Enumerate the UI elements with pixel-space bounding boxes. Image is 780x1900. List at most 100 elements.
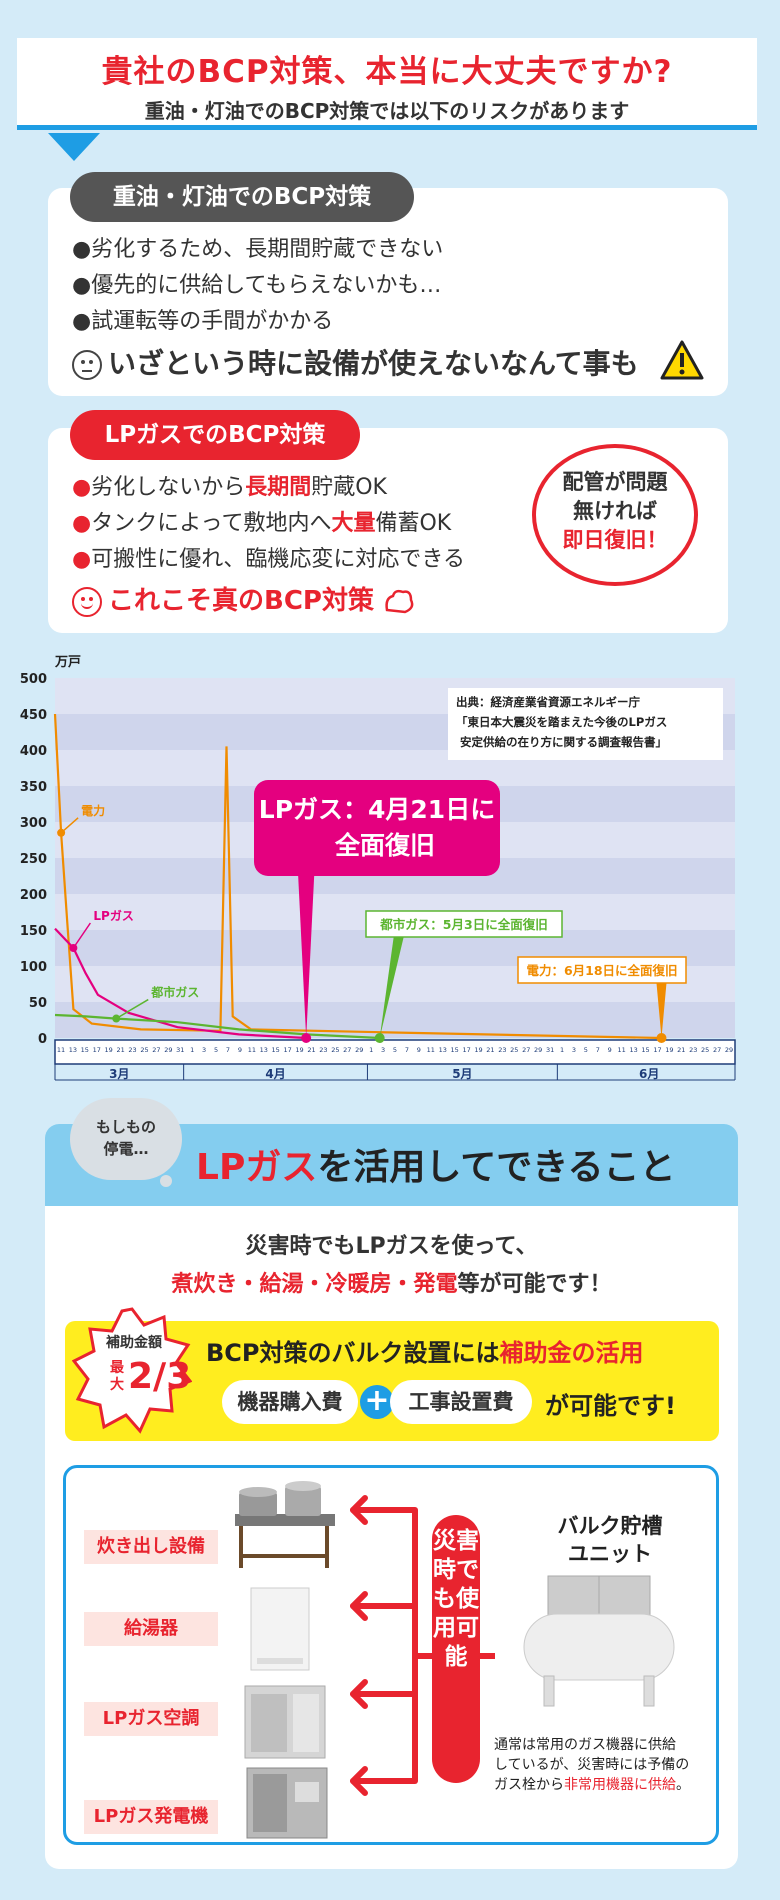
month-label: 6月 <box>639 1067 659 1081</box>
water-heater-icon <box>250 1587 310 1671</box>
x-day-tick: 7 <box>596 1046 600 1054</box>
lp-bcp-conclusion: これこそ真のBCP対策 <box>108 586 374 616</box>
x-day-tick: 25 <box>331 1046 339 1054</box>
x-day-tick: 13 <box>69 1046 77 1054</box>
x-day-tick: 1 <box>369 1046 373 1054</box>
y-tick-label: 500 <box>20 672 47 687</box>
x-day-tick: 11 <box>427 1046 435 1054</box>
y-tick-label: 350 <box>20 780 47 795</box>
equipment-illustrations <box>235 1481 335 1839</box>
lp-bcp-item: ●可搬性に優れ、臨機応変に対応できる <box>72 547 465 572</box>
x-day-tick: 17 <box>462 1046 470 1054</box>
lp-bcp-item: ●タンクによって敷地内へ大量備蓄OK <box>72 511 452 536</box>
x-day-tick: 23 <box>128 1046 136 1054</box>
x-day-tick: 21 <box>677 1046 685 1054</box>
oil-bcp-conclusion-row: いざという時に設備が使えないなんて事も <box>72 342 639 382</box>
x-day-tick: 19 <box>665 1046 673 1054</box>
callout-lp-text: 全面復旧 <box>334 831 435 860</box>
x-day-tick: 29 <box>355 1046 363 1054</box>
x-day-tick: 3 <box>572 1046 576 1054</box>
callout-citygas-box <box>365 910 563 938</box>
same-day-recovery-badge: 配管が問題 無ければ 即日復旧！ <box>532 444 698 586</box>
x-day-tick: 21 <box>307 1046 315 1054</box>
x-day-tick: 25 <box>701 1046 709 1054</box>
x-day-tick: 15 <box>451 1046 459 1054</box>
bulk-tank-note: 通常は常用のガス機器に供給 しているが、災害時には予備の ガス栓から非常用機器に… <box>494 1737 690 1793</box>
x-day-tick: 23 <box>689 1046 697 1054</box>
x-day-tick: 21 <box>486 1046 494 1054</box>
subsidy-badge-fraction: 2/3 <box>128 1356 192 1397</box>
y-tick-label: 400 <box>20 744 47 759</box>
y-tick-label: 150 <box>20 924 47 939</box>
header-pointer <box>48 133 100 161</box>
series-line-電力 <box>53 713 662 1040</box>
callout-power-text: 電力：6月18日に全面復旧 <box>526 963 677 978</box>
x-day-tick: 5 <box>393 1046 397 1054</box>
x-day-tick: 7 <box>226 1046 230 1054</box>
subsidy-tail: が可能です! <box>545 1392 676 1420</box>
x-day-tick: 21 <box>116 1046 124 1054</box>
oil-bcp-conclusion: いざという時に設備が使えないなんて事も <box>108 347 639 380</box>
y-tick-label: 300 <box>20 816 47 831</box>
month-label: 3月 <box>109 1067 129 1081</box>
cooking-equipment-icon <box>235 1481 335 1568</box>
outage-thought-bubble: もしもの 停電… <box>70 1098 182 1180</box>
x-day-tick: 15 <box>81 1046 89 1054</box>
burst-icon <box>385 589 414 613</box>
y-tick-label: 50 <box>29 996 47 1011</box>
x-day-tick: 3 <box>381 1046 385 1054</box>
cost-equipment-pill: 機器購入費 <box>222 1380 358 1424</box>
oil-bcp-heading: 重油・灯油でのBCP対策 <box>70 172 414 222</box>
oil-bcp-item: ●試運転等の手間がかかる <box>72 309 334 334</box>
y-tick-label: 250 <box>20 852 47 867</box>
source-box <box>448 688 723 760</box>
x-day-tick: 19 <box>105 1046 113 1054</box>
x-day-tick: 11 <box>618 1046 626 1054</box>
y-tick-label: 0 <box>38 1032 47 1047</box>
callout-lp-box <box>254 780 500 876</box>
series-line-LPガス <box>54 927 307 1040</box>
page-subtitle: 重油・灯油でのBCP対策では以下のリスクがあります <box>144 99 630 123</box>
callout-power-box <box>517 956 687 984</box>
lp-bcp-item: ●劣化しないから長期間貯蔵OK <box>72 475 387 500</box>
x-day-tick: 5 <box>584 1046 588 1054</box>
x-day-tick: 25 <box>510 1046 518 1054</box>
month-label: 5月 <box>452 1067 472 1081</box>
y-tick-label: 100 <box>20 960 47 975</box>
y-tick-label: 450 <box>20 708 47 723</box>
subsidy-headline: BCP対策のバルク設置には補助金の活用 <box>206 1339 644 1367</box>
lp-uses-lead: 災害時でもLPガスを使って、 煮炊き・給湯・冷暖房・発電等が可能です！ <box>171 1234 612 1297</box>
x-day-tick: 19 <box>474 1046 482 1054</box>
source-text: 安定供給の在り方に関する調査報告書」 <box>460 735 667 749</box>
x-day-tick: 15 <box>641 1046 649 1054</box>
month-label: 4月 <box>265 1067 285 1081</box>
lp-bcp-conclusion-row: これこそ真のBCP対策 <box>72 580 415 617</box>
x-day-tick: 31 <box>176 1046 184 1054</box>
x-day-tick: 15 <box>272 1046 280 1054</box>
bubble-dot <box>160 1175 172 1187</box>
series-label: LPガス <box>93 908 133 923</box>
subsidy-starburst-badge <box>72 1307 192 1434</box>
supply-arrows <box>350 1495 495 1796</box>
bulk-tank-icon <box>523 1575 675 1707</box>
x-day-tick: 27 <box>152 1046 160 1054</box>
callout-citygas-text: 都市ガス：5月3日に全面復旧 <box>379 917 547 932</box>
x-day-tick: 9 <box>238 1046 242 1054</box>
equipment-label: 給湯器 <box>84 1612 218 1646</box>
callout-power-marker <box>656 1033 667 1043</box>
callout-citygas-pointer <box>379 937 404 1038</box>
lp-bcp-list: ●劣化しないから長期間貯蔵OK ●タンクによって敷地内へ大量備蓄OK ●可搬性に… <box>72 470 465 578</box>
source-text: 「東日本大震災を踏まえた今後のLPガス <box>456 715 667 729</box>
x-day-tick: 9 <box>417 1046 421 1054</box>
x-day-tick: 19 <box>295 1046 303 1054</box>
series-label: 都市ガス <box>150 985 199 1000</box>
gas-air-conditioner-icon <box>244 1685 326 1759</box>
x-day-tick: 27 <box>343 1046 351 1054</box>
equipment-label: LPガス空調 <box>84 1702 218 1736</box>
lp-bcp-heading: LPガスでのBCP対策 <box>70 410 360 460</box>
x-day-tick: 13 <box>260 1046 268 1054</box>
y-tick-label: 200 <box>20 888 47 903</box>
y-axis-unit: 万戸 <box>54 655 81 670</box>
callout-lp-marker <box>301 1033 312 1043</box>
